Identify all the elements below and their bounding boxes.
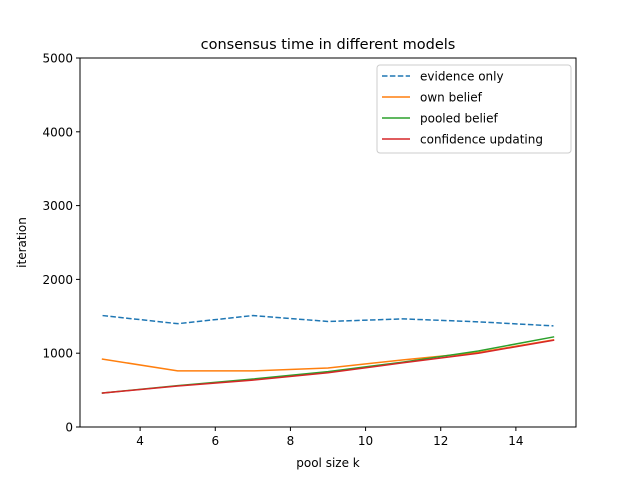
- x-tick-label: 10: [358, 434, 373, 448]
- x-tick-label: 4: [136, 434, 144, 448]
- legend-box: [376, 64, 572, 154]
- y-tick-label: 3000: [42, 199, 73, 213]
- y-tick-label: 1000: [42, 347, 73, 361]
- y-tick-label: 5000: [42, 52, 73, 66]
- series-layer: [101, 314, 555, 394]
- y-tick-label: 2000: [42, 273, 73, 287]
- x-axis-label: pool size k: [296, 456, 360, 470]
- plot-area-frame: [79, 57, 577, 428]
- legend: evidence only own belief pooled belief conf…: [376, 64, 572, 154]
- x-tick-label: 12: [433, 434, 448, 448]
- x-tick-label: 14: [508, 434, 523, 448]
- legend-label: confidence updating: [420, 133, 543, 147]
- chart-title: consensus time in different models: [201, 37, 456, 53]
- y-axis-label: iteration: [15, 217, 29, 268]
- y-tick-label: 4000: [42, 125, 73, 139]
- y-axis: 0 1000 2000 3000 4000 5000: [42, 52, 80, 435]
- x-tick-label: 6: [211, 434, 219, 448]
- series-line-confidence-updating: [101, 339, 555, 394]
- legend-label: evidence only: [420, 70, 504, 84]
- x-tick-label: 8: [287, 434, 295, 448]
- y-tick-label: 0: [65, 421, 73, 435]
- x-axis: 4 6 8 10 12 14: [136, 427, 524, 448]
- series-line-evidence-only: [102, 314, 554, 327]
- legend-label: pooled belief: [420, 112, 499, 126]
- legend-label: own belief: [420, 91, 483, 105]
